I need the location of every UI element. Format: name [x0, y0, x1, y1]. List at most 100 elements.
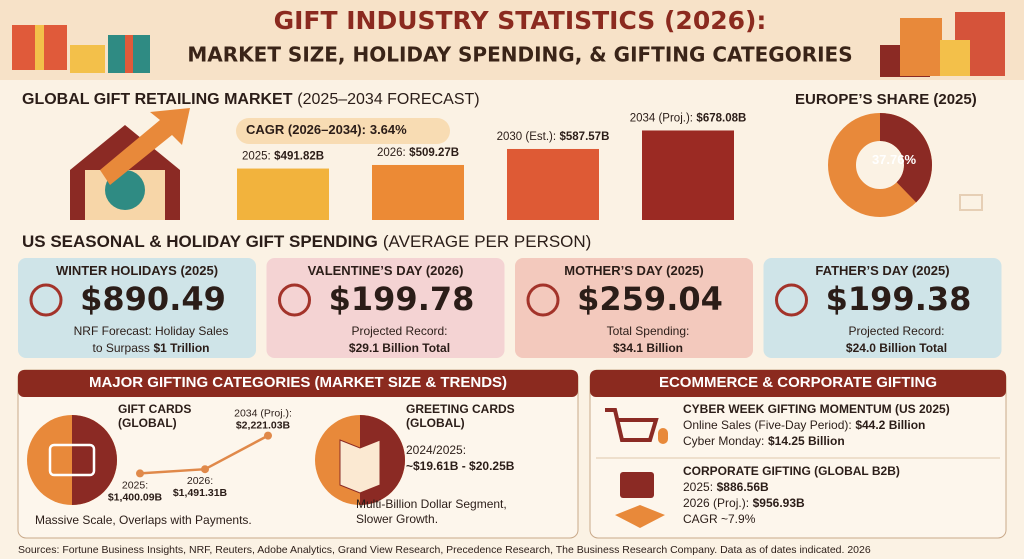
card-highlight: $29.1 Billion Total	[349, 341, 450, 355]
spending-card	[18, 258, 256, 358]
text-line: $24.0 Billion Total	[846, 341, 947, 355]
text-line: $1,491.31B	[173, 487, 228, 499]
card-icon	[29, 283, 63, 317]
spending-card	[515, 258, 753, 358]
text-line: 2030 (Est.): $587.57B	[497, 131, 610, 143]
text-line: CAGR ~7.9%	[683, 512, 756, 526]
card-title: WINTER HOLIDAYS (2025)	[56, 263, 218, 278]
card-icon	[526, 283, 560, 317]
panel-title: ECOMMERCE & CORPORATE GIFTING	[659, 374, 937, 391]
card-note: Projected Record:	[351, 324, 447, 338]
cagr-value: 3.64%	[370, 122, 407, 137]
card-icon	[278, 283, 311, 317]
header-band	[0, 0, 1024, 80]
card-amount: $199.78	[329, 280, 475, 318]
bar-value-label: $491.82B	[274, 151, 324, 163]
text-line: $2,221.03B	[236, 419, 291, 431]
text-line: $29.1 Billion Total	[349, 341, 450, 355]
corporate-title: CORPORATE GIFTING (GLOBAL B2B)	[683, 464, 900, 478]
text-line: Multi-Billion Dollar Segment,	[356, 497, 507, 511]
card-highlight: $1 Trillion	[153, 341, 209, 355]
bar	[237, 168, 329, 220]
text-line: ECOMMERCE & CORPORATE GIFTING	[659, 374, 937, 391]
text-line: Sources: Fortune Business Insights, NRF,…	[18, 544, 871, 556]
bar-category: 2025:	[242, 151, 271, 163]
ecommerce-label: Cyber Monday:	[683, 434, 764, 448]
cart-icon	[959, 194, 983, 211]
ecommerce-value: $44.2 Billion	[855, 418, 925, 432]
text-line: 2026: $509.27B	[377, 147, 459, 159]
category-range: ~$19.61B - $20.25B	[406, 459, 515, 473]
text-line: Slower Growth.	[356, 512, 438, 526]
bar	[642, 130, 734, 220]
cagr-pill	[236, 118, 450, 144]
point-category: 2034 (Proj.):	[234, 407, 292, 419]
card-highlight: $24.0 Billion Total	[846, 341, 947, 355]
text-line: Total Spending:	[607, 324, 690, 338]
text-line: (GLOBAL)	[118, 416, 177, 430]
card-amount: $890.49	[80, 280, 226, 318]
bar	[507, 148, 599, 220]
text-line: GIFT CARDS	[118, 402, 191, 416]
card-note: Projected Record:	[848, 324, 944, 338]
bar-category: 2030 (Est.):	[497, 131, 556, 143]
category-note: Massive Scale, Overlaps with Payments.	[35, 513, 252, 527]
trend-point	[201, 465, 209, 474]
category-subtitle: (GLOBAL)	[406, 416, 465, 430]
corporate-value: $886.56B	[717, 480, 769, 494]
house-icon	[70, 108, 190, 220]
category-title: GREETING CARDS	[406, 402, 515, 416]
point-category: 2026:	[187, 475, 213, 487]
card-note: NRF Forecast: Holiday Sales	[74, 324, 229, 338]
section-note: (2025–2034 FORECAST)	[297, 91, 479, 108]
category-subtitle: (GLOBAL)	[118, 416, 177, 430]
text-line: $199.38	[826, 280, 972, 318]
card-amount: $259.04	[577, 280, 723, 318]
ecommerce-label: Online Sales (Five-Day Period):	[683, 418, 852, 432]
text-line: to Surpass $1 Trillion	[93, 341, 210, 355]
text-line: Massive Scale, Overlaps with Payments.	[35, 513, 252, 527]
text-line: $890.49	[80, 280, 226, 318]
text-line: FATHER’S DAY (2025)	[815, 263, 949, 278]
text-line: $259.04	[577, 280, 723, 318]
text-line: CYBER WEEK GIFTING MOMENTUM (US 2025)	[683, 402, 950, 416]
text-line: ~$19.61B - $20.25B	[406, 459, 515, 473]
text-line: WINTER HOLIDAYS (2025)	[56, 263, 218, 278]
text-line: 2025: $491.82B	[242, 151, 324, 163]
ecommerce-value: $14.25 Billion	[768, 434, 845, 448]
text-line: Projected Record:	[351, 324, 447, 338]
text-line: EUROPE’S SHARE (2025)	[795, 91, 977, 108]
section-note: (AVERAGE PER PERSON)	[383, 232, 591, 251]
text-line: (GLOBAL)	[406, 416, 465, 430]
corporate-label: 2026 (Proj.):	[683, 496, 749, 510]
category-title: GIFT CARDS	[118, 402, 191, 416]
category-note: Slower Growth.	[356, 512, 438, 526]
card-note: Total Spending:	[607, 324, 690, 338]
category-period: 2024/2025:	[406, 443, 466, 457]
bar-value-label: $678.08B	[696, 113, 746, 125]
ecommerce-title: CYBER WEEK GIFTING MOMENTUM (US 2025)	[683, 402, 950, 416]
title: GIFT INDUSTRY STATISTICS (2026):	[274, 6, 767, 35]
text-line: CAGR (2026–2034): 3.64%	[246, 122, 407, 137]
text-line: 2025: $886.56B	[683, 480, 769, 494]
text-line: 2034 (Proj.):	[234, 407, 292, 419]
card-title: MOTHER’S DAY (2025)	[564, 263, 703, 278]
text-line: US SEASONAL & HOLIDAY GIFT SPENDING (AVER…	[22, 232, 591, 251]
card-title: FATHER’S DAY (2025)	[815, 263, 949, 278]
text-line: 2025:	[122, 479, 148, 491]
corporate-label: 2025:	[683, 480, 713, 494]
card-note: to Surpass	[93, 341, 150, 355]
text-line: $34.1 Billion	[613, 341, 683, 355]
text-line: 2034 (Proj.): $678.08B	[630, 113, 747, 125]
donut-slice	[880, 113, 933, 203]
spending-card	[763, 258, 1002, 358]
bar-value-label: $587.57B	[560, 131, 610, 143]
text-line: MOTHER’S DAY (2025)	[564, 263, 703, 278]
text-line: GLOBAL GIFT RETAILING MARKET (2025–2034 F…	[22, 91, 480, 108]
section-title: EUROPE’S SHARE (2025)	[795, 91, 977, 108]
text-line: NRF Forecast: Holiday Sales	[74, 324, 229, 338]
text-line: CORPORATE GIFTING (GLOBAL B2B)	[683, 464, 900, 478]
text-line: MAJOR GIFTING CATEGORIES (MARKET SIZE & …	[89, 374, 507, 391]
section-title: GLOBAL GIFT RETAILING MARKET	[22, 91, 293, 108]
